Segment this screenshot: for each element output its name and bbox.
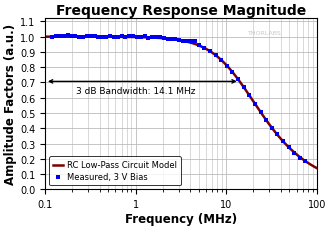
RC Low-Pass Circuit Model (60, 36, 64, 39)
Measured, 3 V Bias (127, 35, 132, 39)
Measured, 3 V Bias (303, 159, 308, 163)
Measured, 3 V Bias (111, 36, 116, 40)
Measured, 3 V Bias (188, 40, 193, 44)
Measured, 3 V Bias (138, 36, 144, 39)
X-axis label: Frequency (MHz): Frequency (MHz) (125, 212, 237, 225)
Measured, 3 V Bias (53, 35, 59, 38)
Measured, 3 V Bias (69, 35, 74, 39)
RC Low-Pass Circuit Model (216, 57, 220, 59)
Measured, 3 V Bias (73, 35, 78, 39)
Measured, 3 V Bias (65, 35, 70, 38)
Measured, 3 V Bias (61, 35, 66, 38)
Measured, 3 V Bias (161, 37, 167, 41)
Measured, 3 V Bias (165, 38, 170, 41)
Legend: RC Low-Pass Circuit Model, Measured, 3 V Bias: RC Low-Pass Circuit Model, Measured, 3 V… (49, 157, 181, 185)
Measured, 3 V Bias (291, 152, 297, 155)
Measured, 3 V Bias (153, 36, 159, 40)
RC Low-Pass Circuit Model (201, 46, 205, 49)
Measured, 3 V Bias (196, 44, 202, 48)
Measured, 3 V Bias (88, 35, 93, 39)
Measured, 3 V Bias (57, 35, 63, 39)
Measured, 3 V Bias (235, 78, 241, 82)
Measured, 3 V Bias (169, 38, 174, 41)
Measured, 3 V Bias (241, 86, 246, 90)
Measured, 3 V Bias (107, 35, 113, 38)
Measured, 3 V Bias (181, 40, 186, 43)
Measured, 3 V Bias (146, 37, 151, 40)
Measured, 3 V Bias (263, 119, 269, 123)
Measured, 3 V Bias (84, 35, 89, 39)
RC Low-Pass Circuit Model (315, 167, 319, 170)
RC Low-Pass Circuit Model (277, 136, 281, 138)
Measured, 3 V Bias (150, 36, 155, 40)
Measured, 3 V Bias (77, 36, 82, 40)
Measured, 3 V Bias (208, 50, 213, 54)
Measured, 3 V Bias (258, 110, 263, 114)
Measured, 3 V Bias (134, 36, 140, 40)
RC Low-Pass Circuit Model (249, 97, 253, 100)
RC Low-Pass Circuit Model (43, 36, 47, 39)
Measured, 3 V Bias (213, 54, 218, 58)
Measured, 3 V Bias (275, 133, 280, 137)
Measured, 3 V Bias (252, 103, 257, 106)
Measured, 3 V Bias (286, 146, 291, 149)
Measured, 3 V Bias (96, 35, 101, 39)
Measured, 3 V Bias (230, 71, 235, 75)
Measured, 3 V Bias (173, 38, 178, 42)
Measured, 3 V Bias (219, 59, 224, 62)
Title: Frequency Response Magnitude: Frequency Response Magnitude (56, 4, 306, 18)
Measured, 3 V Bias (247, 93, 252, 97)
Measured, 3 V Bias (119, 35, 124, 38)
Measured, 3 V Bias (192, 40, 197, 44)
Measured, 3 V Bias (50, 36, 55, 40)
Measured, 3 V Bias (104, 36, 109, 39)
Measured, 3 V Bias (177, 39, 182, 42)
Measured, 3 V Bias (130, 35, 136, 38)
Text: THORLABS: THORLABS (248, 31, 281, 36)
Measured, 3 V Bias (184, 40, 190, 43)
Measured, 3 V Bias (157, 36, 163, 40)
Text: 3 dB Bandwidth: 14.1 MHz: 3 dB Bandwidth: 14.1 MHz (76, 87, 196, 95)
Measured, 3 V Bias (280, 140, 285, 143)
Measured, 3 V Bias (269, 126, 274, 130)
Measured, 3 V Bias (100, 36, 105, 40)
Measured, 3 V Bias (81, 36, 86, 39)
Measured, 3 V Bias (123, 36, 128, 40)
Measured, 3 V Bias (142, 35, 147, 39)
Measured, 3 V Bias (92, 35, 97, 38)
Measured, 3 V Bias (224, 65, 230, 68)
Y-axis label: Amplitude Factors (a.u.): Amplitude Factors (a.u.) (4, 24, 17, 185)
Measured, 3 V Bias (297, 156, 302, 160)
Line: RC Low-Pass Circuit Model: RC Low-Pass Circuit Model (45, 38, 317, 168)
RC Low-Pass Circuit Model (208, 51, 212, 53)
Measured, 3 V Bias (202, 47, 207, 51)
Measured, 3 V Bias (115, 35, 120, 39)
